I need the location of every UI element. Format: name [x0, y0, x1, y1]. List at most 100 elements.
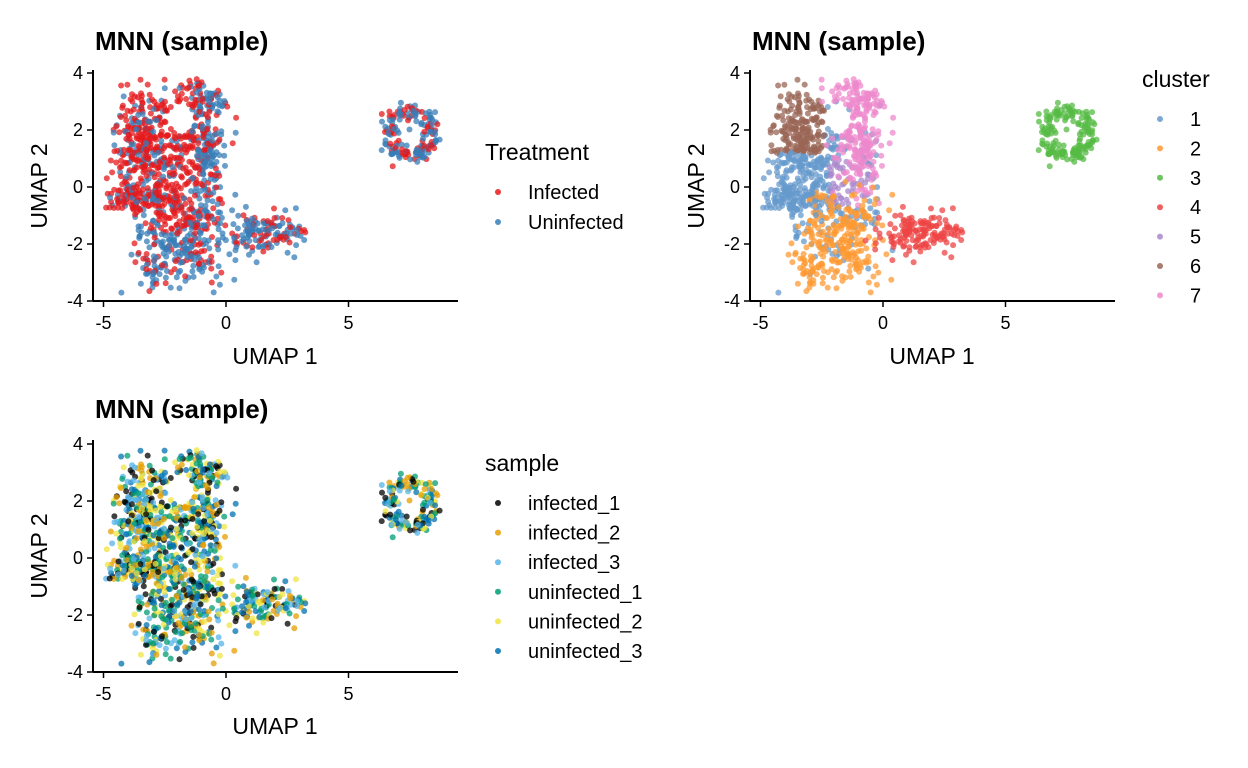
scatter-point: [157, 132, 164, 139]
scatter-point: [120, 196, 127, 202]
scatter-point: [806, 96, 813, 103]
scatter-point: [106, 575, 113, 582]
scatter-point: [189, 175, 196, 182]
axis-ticks: -5 0 5 -4 -2 0 2 4: [724, 63, 1011, 333]
scatter-point: [167, 284, 174, 291]
scatter-point: [1053, 116, 1060, 123]
scatter-point: [172, 205, 179, 212]
legend-label: uninfected_2: [528, 611, 643, 633]
scatter-point: [221, 469, 228, 475]
scatter-point: [137, 561, 144, 568]
scatter-point: [208, 650, 215, 657]
scatter-point: [302, 600, 309, 607]
scatter-point: [196, 479, 203, 486]
scatter-point: [388, 521, 395, 528]
scatter-point: [204, 118, 211, 125]
scatter-point: [387, 511, 394, 518]
scatter-point: [182, 273, 189, 280]
scatter-point: [252, 608, 259, 615]
scatter-point: [207, 90, 213, 97]
scatter-point: [939, 234, 946, 241]
scatter-point: [942, 217, 949, 224]
scatter-point: [777, 93, 784, 100]
scatter-point: [403, 513, 410, 520]
scatter-point: [398, 482, 405, 489]
scatter-point: [863, 245, 870, 252]
scatter-point: [208, 279, 215, 286]
scatter-point: [124, 478, 131, 485]
scatter-point: [873, 281, 880, 288]
scatter-point: [195, 213, 202, 219]
scatter-point: [174, 93, 181, 100]
scatter-point: [158, 602, 165, 609]
scatter-point: [213, 529, 220, 536]
scatter-point: [243, 228, 250, 235]
scatter-point: [1067, 107, 1074, 114]
scatter-point: [378, 111, 385, 117]
scatter-point: [841, 170, 848, 177]
scatter-point: [196, 632, 203, 638]
legend-key: [495, 529, 501, 536]
scatter-point: [150, 269, 157, 276]
scatter-point: [812, 198, 819, 204]
scatter-point: [848, 123, 855, 130]
scatter-point: [867, 289, 874, 296]
scatter-point: [178, 575, 185, 581]
scatter-point: [128, 524, 135, 531]
scatter-point: [152, 136, 159, 143]
scatter-point: [870, 158, 877, 165]
scatter-point: [809, 136, 816, 143]
scatter-point: [143, 637, 150, 644]
scatter-point: [155, 583, 162, 590]
scatter-point: [869, 165, 876, 172]
y-tick-label: 2: [73, 120, 83, 140]
scatter-point: [133, 497, 140, 504]
scatter-point: [123, 173, 130, 180]
scatter-point: [114, 518, 121, 525]
scatter-point: [865, 163, 872, 170]
scatter-point: [788, 240, 795, 247]
scatter-point: [217, 468, 223, 475]
scatter-point: [917, 248, 924, 255]
scatter-point: [764, 194, 771, 201]
scatter-point: [156, 642, 163, 649]
scatter-point: [216, 543, 223, 550]
scatter-point: [789, 211, 796, 218]
scatter-point: [204, 496, 211, 503]
scatter-point: [856, 125, 863, 132]
scatter-point: [903, 237, 910, 244]
scatter-point: [886, 207, 893, 214]
scatter-point: [781, 186, 788, 193]
scatter-point: [197, 103, 203, 110]
scatter-point: [196, 108, 203, 115]
scatter-point: [197, 474, 203, 481]
scatter-point: [173, 242, 180, 249]
y-tick-label: -4: [724, 291, 740, 311]
scatter-point: [814, 122, 821, 129]
scatter-point: [865, 279, 872, 286]
scatter-point: [1058, 107, 1065, 113]
scatter-point: [197, 601, 204, 608]
scatter-point: [936, 215, 943, 221]
scatter-point: [1062, 117, 1068, 124]
y-axis-label: UMAP 2: [26, 143, 52, 228]
scatter-point: [800, 172, 807, 179]
scatter-point: [857, 171, 864, 178]
scatter-point: [176, 456, 183, 462]
scatter-point: [166, 513, 173, 520]
scatter-point: [1055, 141, 1062, 148]
scatter-point: [205, 133, 212, 140]
scatter-point: [135, 513, 142, 520]
legend: Infected Uninfected: [495, 182, 624, 234]
scatter-point: [414, 529, 421, 536]
scatter-point: [125, 518, 132, 525]
scatter-point: [210, 560, 217, 567]
scatter-point: [218, 269, 225, 276]
scatter-point: [831, 93, 838, 100]
scatter-point: [133, 199, 140, 206]
scatter-point: [184, 170, 191, 177]
scatter-point: [776, 191, 783, 198]
scatter-point: [418, 121, 425, 128]
scatter-point: [805, 201, 812, 208]
legend-key: [1157, 145, 1163, 152]
